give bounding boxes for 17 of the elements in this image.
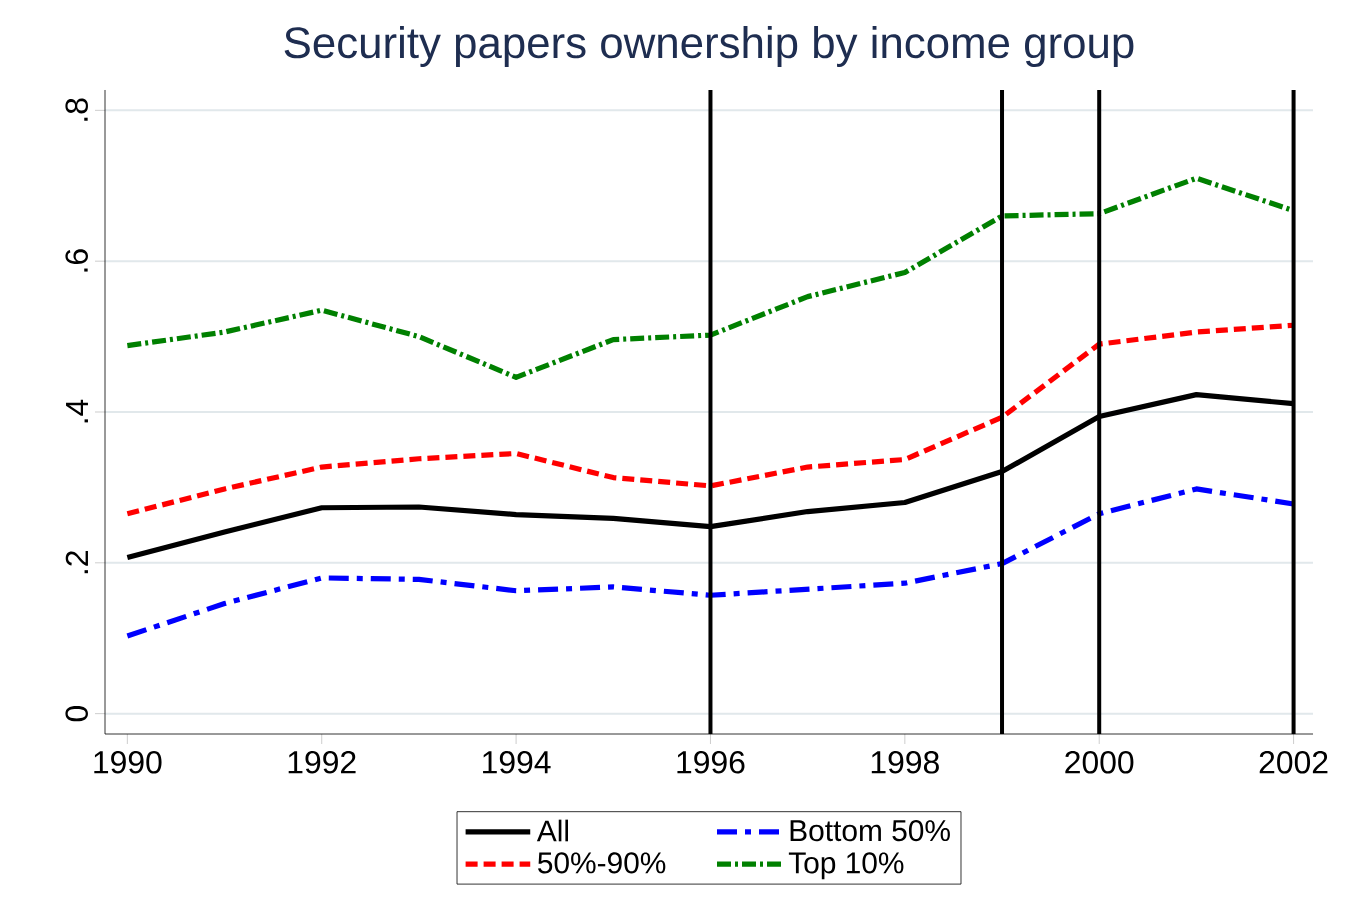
- x-tick-label: 2000: [1065, 751, 1134, 774]
- y-tick-label: .4: [66, 399, 88, 423]
- x-tick-label: 1998: [871, 751, 939, 774]
- y-tick-label: .8: [65, 98, 88, 121]
- legend-label: 50%-90%: [538, 852, 666, 874]
- x-tick-label: 1992: [288, 751, 356, 774]
- y-tick-label: 0: [65, 706, 88, 722]
- y-tick-label: .6: [65, 249, 88, 272]
- chart-title: Security papers ownership by income group: [284, 26, 1134, 67]
- y-tick-label: .2: [65, 551, 88, 574]
- x-tick-label: 1994: [483, 751, 551, 774]
- x-tick-label: 2002: [1259, 751, 1328, 774]
- legend-label: All: [536, 819, 569, 842]
- x-tick-label: 1990: [94, 751, 162, 774]
- legend-label: Top 10%: [788, 852, 904, 880]
- legend-label: Bottom 50%: [790, 820, 950, 842]
- x-tick-label: 1996: [677, 751, 745, 774]
